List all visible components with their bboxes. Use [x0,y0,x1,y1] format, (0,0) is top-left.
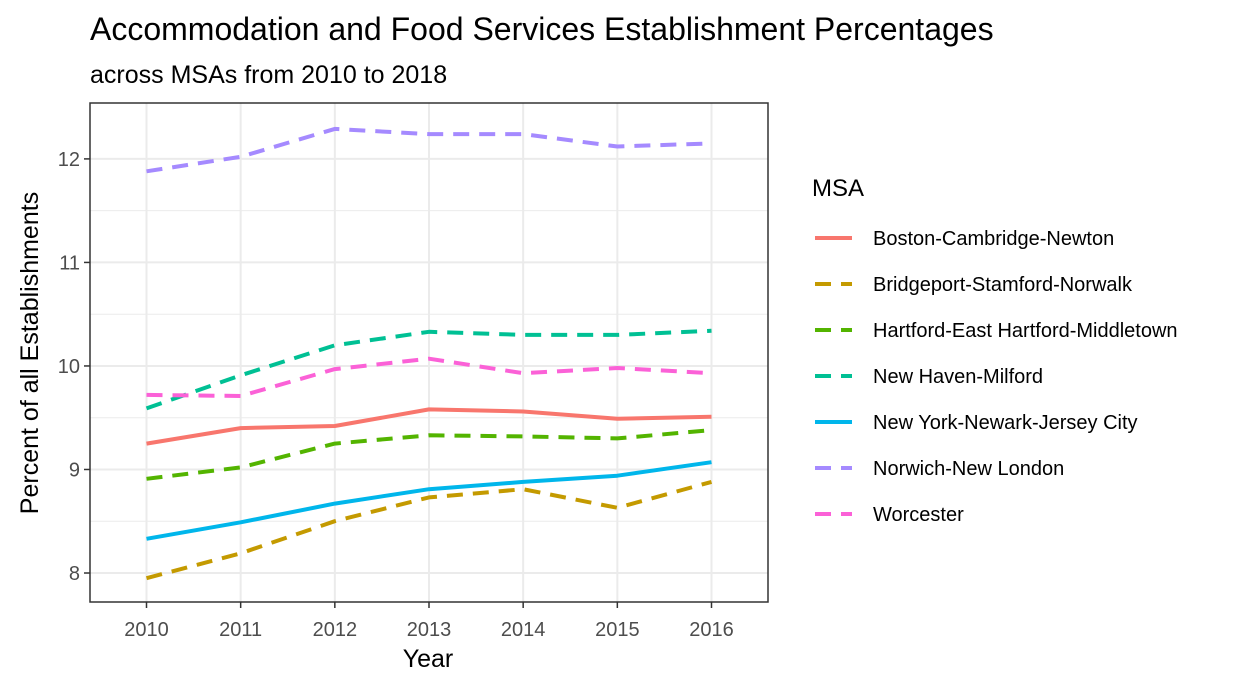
series-line-6 [146,356,712,398]
y-tick-label: 8 [69,563,80,585]
y-tick-label: 9 [69,459,80,481]
plot-panel: 8 9 10 11 12 2010 2011 2012 2013 2014 2015 2016 [58,102,769,641]
x-tick-label: 2012 [313,619,358,641]
series-line-3 [145,328,712,411]
y-tick-label: 10 [58,356,80,378]
x-tick-label: 2015 [595,619,640,641]
legend-label-6: Worcester [873,504,964,526]
legend: MSA Boston-Cambridge-Newton Bridgeport-St… [812,175,1178,526]
series-line-1 [145,479,713,581]
legend-label-5: Norwich-New London [873,458,1064,480]
legend-label-0: Boston-Cambridge-Newton [873,228,1114,250]
series-line-5 [146,126,712,174]
x-tick-label: 2010 [124,619,169,641]
series-line-0 [146,407,712,446]
chart-title: Accommodation and Food Services Establis… [90,11,994,47]
legend-title: MSA [812,175,864,202]
series-line-4 [146,460,712,541]
x-axis-title: Year [403,645,454,673]
x-tick-label: 2014 [501,619,546,641]
x-tick-label: 2016 [689,619,734,641]
legend-label-2: Hartford-East Hartford-Middletown [873,320,1178,342]
x-tick-label: 2013 [407,619,452,641]
legend-label-3: New Haven-Milford [873,366,1043,388]
legend-label-4: New York-Newark-Jersey City [873,412,1138,434]
chart-subtitle: across MSAs from 2010 to 2018 [90,61,447,89]
legend-label-1: Bridgeport-Stamford-Norwalk [873,274,1133,296]
series-line-2 [146,428,712,481]
y-axis-title: Percent of all Establishments [16,192,44,514]
y-tick-label: 12 [58,149,80,171]
x-tick-label: 2011 [219,619,262,641]
y-tick-label: 11 [59,252,80,274]
